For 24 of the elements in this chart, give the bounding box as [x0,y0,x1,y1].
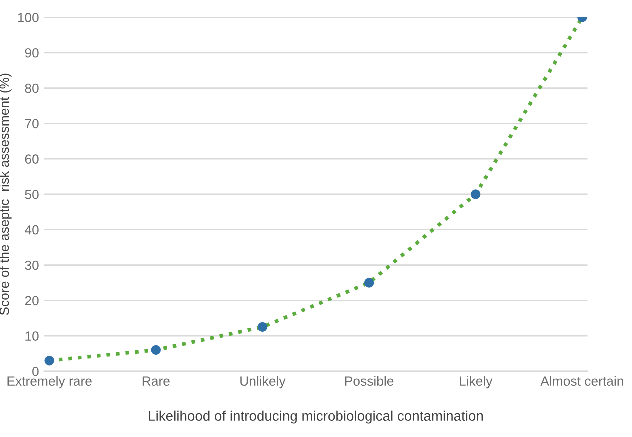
y-tick-label: 100 [18,13,39,22]
y-tick-label: 40 [25,225,39,235]
y-tick-label: 90 [25,48,39,58]
x-tick-label: Extremely rare [8,376,92,389]
x-tick-label: Likely [460,376,493,389]
point [151,345,162,356]
y-tick-label: 0 [32,367,39,376]
y-tick-label: 80 [25,84,39,94]
y-tick-label: 60 [25,154,39,164]
x-tick-label: Possible [345,376,394,386]
point [364,278,374,288]
y-tick-label: 30 [25,260,39,270]
point [470,190,481,200]
y-axis-title: Score of the aseptic risk assessment (%) [0,74,12,316]
y-tick-label: 20 [25,296,39,306]
point [258,322,268,332]
y-tick-label: 70 [25,119,39,129]
x-tick-label: Rare [142,376,170,386]
y-tick-label: 50 [25,190,39,200]
x-axis-title: Likelihood of introducing microbiological contamination [149,410,484,424]
y-tick-label: 10 [26,332,39,341]
point [44,356,54,366]
x-tick-label: Almost certain [540,376,624,386]
x-tick-label: Unlikely [240,376,286,389]
